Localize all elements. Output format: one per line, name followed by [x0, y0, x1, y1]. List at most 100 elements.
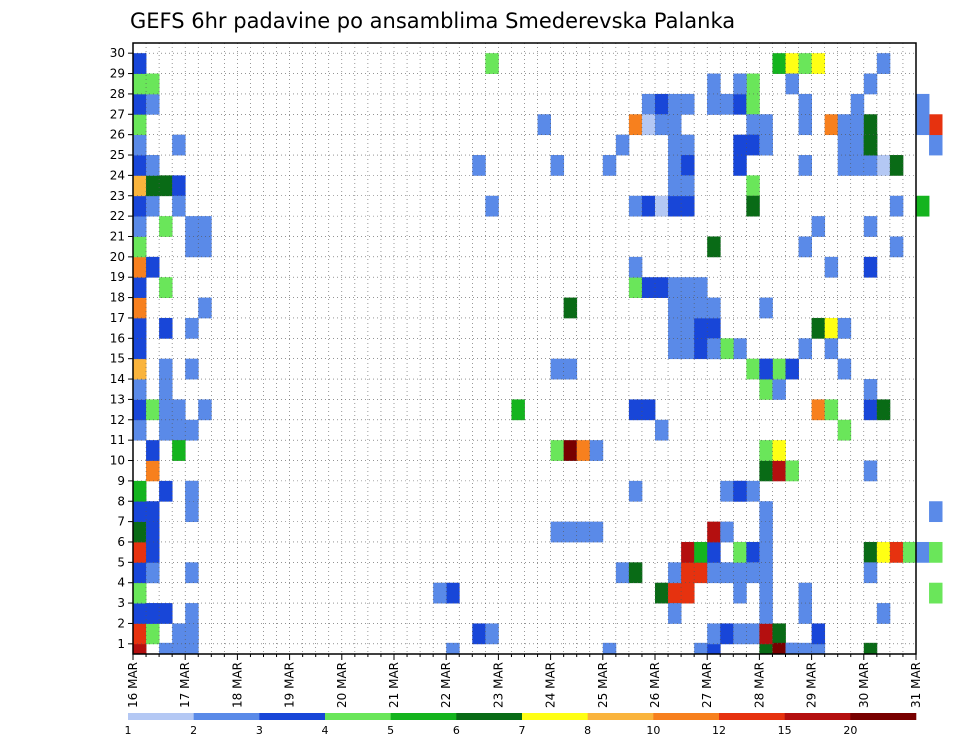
heatmap-cell	[681, 582, 695, 604]
heatmap-cell	[172, 440, 186, 461]
heatmap-cell	[146, 73, 160, 95]
heatmap-cell	[133, 521, 147, 543]
heatmap-cell	[668, 93, 682, 115]
y-tick-label: 19	[110, 270, 125, 284]
heatmap-cell	[707, 338, 721, 360]
heatmap-cell	[746, 480, 760, 502]
heatmap-cell	[811, 317, 826, 339]
heatmap-cell	[694, 317, 708, 339]
heatmap-cell	[733, 93, 747, 115]
colorbar-label: 15	[778, 724, 792, 737]
heatmap-cell	[694, 541, 708, 563]
heatmap-cell	[133, 541, 147, 563]
heatmap-cell	[133, 297, 147, 319]
heatmap-cell	[641, 195, 656, 217]
y-tick-label: 18	[110, 291, 125, 305]
heatmap-cell	[185, 216, 199, 237]
heatmap-cell	[472, 623, 486, 645]
heatmap-cell	[824, 317, 839, 339]
heatmap-cell	[537, 114, 551, 136]
x-tick-label: 28 MAR	[752, 662, 766, 708]
heatmap-cell	[876, 53, 891, 74]
heatmap-cell	[668, 603, 682, 624]
heatmap-cell	[472, 155, 486, 176]
heatmap-cell	[837, 317, 852, 339]
heatmap-cell	[133, 155, 147, 176]
y-axis: 1234567891011121314151617181920212223242…	[110, 46, 133, 651]
heatmap-cell	[133, 338, 147, 360]
heatmap-cell	[863, 134, 878, 156]
heatmap-cell	[641, 93, 656, 115]
heatmap-cell	[641, 277, 656, 298]
heatmap-cell	[759, 582, 773, 604]
heatmap-cell	[850, 93, 865, 115]
heatmap-cell	[146, 155, 160, 176]
heatmap-cell	[772, 358, 786, 380]
heatmap-cell	[902, 541, 917, 563]
y-tick-label: 8	[117, 494, 125, 508]
heatmap-cell	[798, 642, 812, 655]
heatmap-cell	[198, 236, 212, 258]
heatmap-cell	[837, 358, 852, 380]
x-tick-label: 30 MAR	[857, 662, 871, 708]
heatmap-cell	[668, 562, 682, 584]
heatmap-cell	[159, 419, 173, 441]
heatmap-cell	[746, 175, 760, 197]
heatmap-cell	[733, 338, 747, 360]
heatmap-cell	[550, 155, 565, 176]
heatmap-cell	[746, 114, 760, 136]
heatmap-cell	[707, 93, 721, 115]
heatmap-cell	[772, 440, 786, 461]
heatmap-cell	[615, 562, 630, 584]
y-tick-label: 30	[110, 46, 125, 60]
heatmap-cell	[485, 53, 499, 74]
colorbar-swatch	[784, 713, 851, 720]
heatmap-cell	[185, 236, 199, 258]
heatmap-cell	[133, 358, 147, 380]
heatmap-cell	[198, 297, 212, 319]
heatmap-cell	[889, 236, 904, 258]
heatmap-cell	[863, 460, 878, 482]
colorbar-swatch	[522, 713, 588, 720]
heatmap-cell	[172, 642, 186, 655]
heatmap-cell	[863, 541, 878, 563]
heatmap-cell	[785, 73, 799, 95]
heatmap-cell	[446, 582, 460, 604]
heatmap-cell	[185, 419, 199, 441]
heatmap-cell	[159, 642, 173, 655]
heatmap-cell	[146, 93, 160, 115]
y-tick-label: 11	[110, 433, 125, 447]
x-tick-label: 18 MAR	[230, 662, 244, 708]
heatmap-cell	[133, 134, 147, 156]
heatmap-cell	[146, 562, 160, 584]
y-tick-label: 5	[117, 555, 125, 569]
heatmap-cell	[694, 642, 708, 655]
heatmap-cell	[863, 399, 878, 421]
heatmap-cell	[720, 521, 734, 543]
heatmap-cell	[668, 297, 682, 319]
heatmap-cell	[850, 134, 865, 156]
y-tick-label: 2	[117, 616, 125, 630]
heatmap-cell	[733, 562, 747, 584]
heatmap-cell	[185, 562, 199, 584]
heatmap-cell	[615, 134, 630, 156]
heatmap-cell	[628, 562, 643, 584]
heatmap-cell	[746, 358, 760, 380]
heatmap-cell	[707, 317, 721, 339]
heatmap-cell	[133, 277, 147, 298]
heatmap-cell	[876, 399, 891, 421]
heatmap-cell	[772, 642, 786, 655]
heatmap-cell	[759, 297, 773, 319]
heatmap-cell	[589, 440, 604, 461]
chart-title: GEFS 6hr padavine po ansamblima Smederev…	[130, 9, 735, 33]
heatmap-cell	[133, 73, 147, 95]
heatmap-cell	[681, 277, 695, 298]
heatmap-cell	[863, 114, 878, 136]
heatmap-cell	[863, 642, 878, 655]
y-tick-label: 29	[110, 67, 125, 81]
heatmap-cell	[694, 562, 708, 584]
heatmap-cell	[576, 440, 591, 461]
heatmap-cell	[837, 155, 852, 176]
heatmap-cell	[798, 236, 812, 258]
y-tick-label: 26	[110, 128, 125, 142]
